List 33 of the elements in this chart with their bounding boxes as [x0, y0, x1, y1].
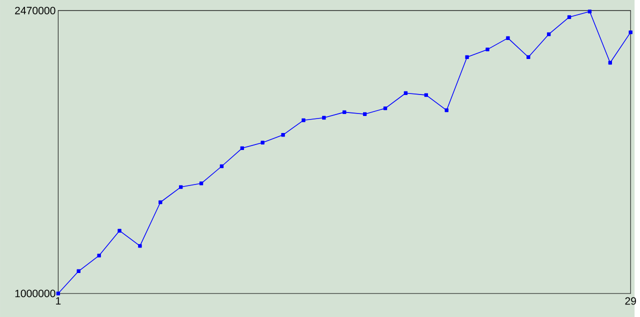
point [486, 47, 490, 52]
y-tick-label: 1000000 [15, 290, 56, 298]
point [628, 30, 632, 34]
point [608, 60, 612, 64]
point [281, 132, 285, 137]
point [404, 91, 408, 95]
point [322, 116, 326, 120]
point [546, 32, 551, 36]
point [362, 112, 367, 116]
y-tick-label: 2470000 [15, 6, 56, 14]
point [383, 106, 388, 110]
point [506, 36, 510, 40]
point [158, 200, 162, 204]
point [178, 185, 183, 189]
point [567, 15, 572, 19]
point [424, 93, 428, 97]
point [302, 118, 306, 122]
point [526, 55, 530, 59]
point [118, 228, 122, 232]
point [220, 164, 224, 168]
point [76, 269, 80, 273]
x-tick-label: 29 [625, 297, 636, 305]
x-tick-label: 1 [56, 297, 61, 304]
point [588, 10, 592, 14]
point [56, 291, 60, 296]
point [240, 146, 244, 150]
point [199, 181, 204, 186]
point [342, 110, 346, 114]
point [97, 254, 101, 258]
point [138, 244, 142, 248]
point [260, 140, 264, 144]
point [465, 55, 469, 59]
point [444, 108, 448, 112]
